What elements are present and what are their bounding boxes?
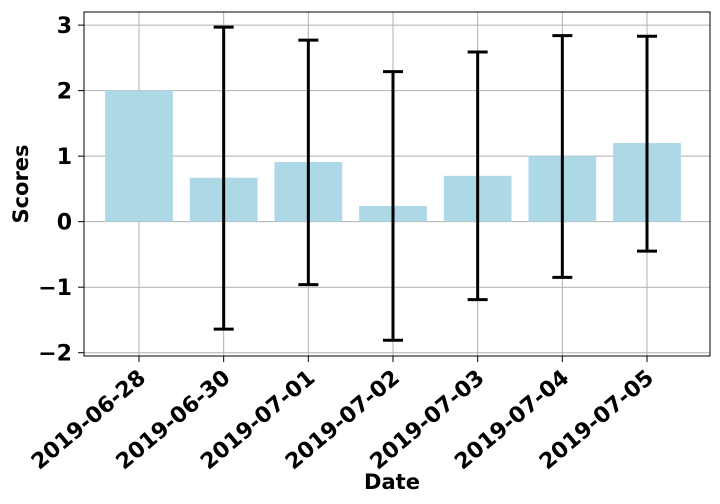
- y-tick-label: −1: [38, 276, 72, 301]
- y-axis: −2 −1 0 1 2 3: [38, 14, 84, 367]
- plot-background: [84, 12, 710, 356]
- error-bars: [213, 25, 657, 342]
- bars: [105, 90, 681, 222]
- y-tick-label: 0: [57, 211, 72, 236]
- y-tick-label: 3: [57, 14, 72, 39]
- y-axis-title: Scores: [9, 144, 33, 223]
- y-tick-label: 1: [57, 145, 72, 170]
- y-tick-label: 2: [57, 80, 72, 105]
- x-axis-title: Date: [364, 470, 420, 494]
- bar: [105, 90, 173, 222]
- y-tick-label: −2: [38, 342, 72, 367]
- plot-frame: [83, 11, 711, 357]
- x-axis: 2019-06-282019-06-302019-07-012019-07-02…: [27, 356, 659, 475]
